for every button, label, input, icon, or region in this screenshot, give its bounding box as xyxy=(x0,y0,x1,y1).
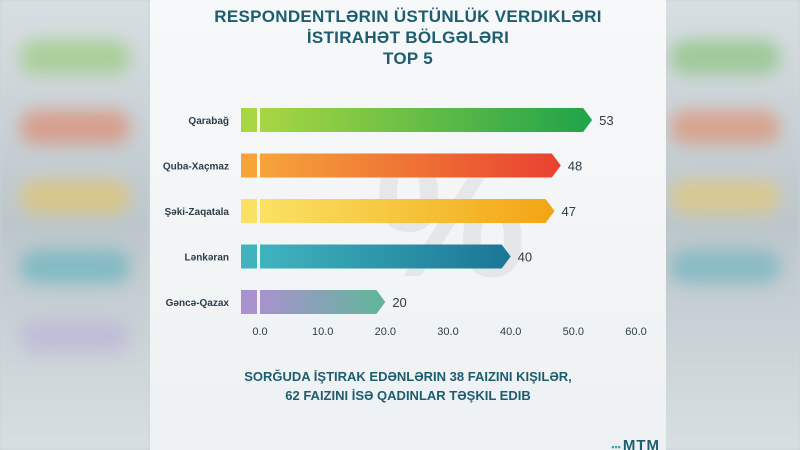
footnote-line-1: SORĞUDA İŞTIRAK EDƏNLƏRIN 38 FAIZINI KIŞ… xyxy=(244,369,572,384)
value-label: 20 xyxy=(392,295,406,310)
logo-dots-icon: ▪▪▪ xyxy=(611,442,621,450)
bar xyxy=(260,290,386,314)
bar-stub xyxy=(241,108,257,132)
x-tick-label: 0.0 xyxy=(252,326,267,338)
title-line-1: RESPONDENTLƏRIN ÜSTÜNLÜK VERDIKLƏRI xyxy=(214,7,602,26)
category-label: Lənkəran xyxy=(185,253,229,264)
bar-stub xyxy=(241,199,257,223)
background-right-blur xyxy=(650,0,800,450)
bar xyxy=(260,199,555,223)
footnote-line-2: 62 FAIZINI İSƏ QADINLAR TƏŞKIL EDIB xyxy=(285,388,531,403)
category-label: Quba-Xaçmaz xyxy=(163,162,229,173)
x-tick-label: 10.0 xyxy=(312,326,333,338)
category-label: Şəki-Zaqatala xyxy=(165,207,230,218)
value-label: 47 xyxy=(562,204,576,219)
bar-chart: Qarabağ 53 Quba-Xaçmaz 48 Şəki-Zaqatala 47 Lən… xyxy=(163,108,647,338)
mtm-logo: ▪▪▪ MTM xyxy=(611,437,660,450)
x-tick-label: 50.0 xyxy=(563,326,584,338)
background-left-blur xyxy=(0,0,150,450)
value-label: 53 xyxy=(599,113,613,128)
bar xyxy=(260,244,511,269)
bar xyxy=(260,108,593,132)
chart-title: RESPONDENTLƏRIN ÜSTÜNLÜK VERDIKLƏRI İSTI… xyxy=(150,6,666,69)
category-label: Qarabağ xyxy=(188,116,229,127)
x-tick-label: 30.0 xyxy=(437,326,458,338)
x-tick-label: 40.0 xyxy=(500,326,521,338)
survey-footnote: SORĞUDA İŞTIRAK EDƏNLƏRIN 38 FAIZINI KIŞ… xyxy=(150,367,666,405)
x-tick-label: 20.0 xyxy=(375,326,396,338)
bar-stub xyxy=(241,244,257,269)
x-tick-label: 60.0 xyxy=(625,326,646,338)
bar-stub xyxy=(241,290,257,314)
bar-stub xyxy=(241,153,257,178)
title-line-3: TOP 5 xyxy=(382,49,433,68)
category-label: Gəncə-Qazax xyxy=(166,298,230,309)
value-label: 48 xyxy=(568,159,582,174)
bar xyxy=(260,153,561,178)
logo-text: MTM xyxy=(622,437,660,450)
value-label: 40 xyxy=(518,250,532,265)
infographic-card: RESPONDENTLƏRIN ÜSTÜNLÜK VERDIKLƏRI İSTI… xyxy=(150,0,666,450)
title-line-2: İSTIRAHƏT BÖLGƏLƏRI xyxy=(306,28,510,47)
